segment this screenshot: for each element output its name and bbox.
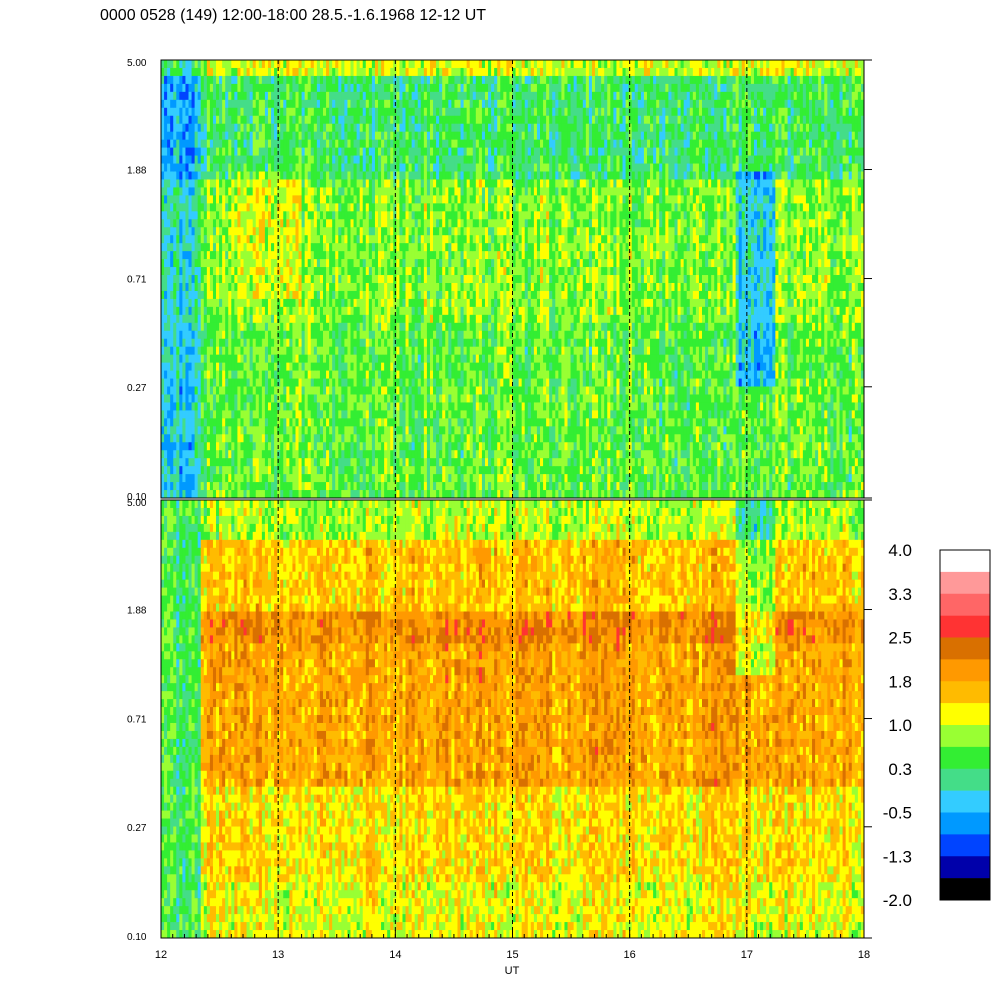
colorbar: 4.0 3.3 2.5 1.8 1.0 0.3 -0.5 -1.3 -2.0 xyxy=(883,541,990,910)
colorbar-swatch xyxy=(940,813,990,835)
colorbar-swatch xyxy=(940,834,990,856)
x-tick-label: 14 xyxy=(389,949,401,961)
x-axis-label: UT xyxy=(505,965,520,977)
colorbar-swatch xyxy=(940,769,990,791)
x-tick-label: 17 xyxy=(741,949,753,961)
colorbar-swatch xyxy=(940,747,990,769)
y-tick-label: 0.27 xyxy=(127,383,147,394)
y-tick-label: 0.71 xyxy=(127,275,147,286)
x-tick-label: 18 xyxy=(858,949,870,961)
colorbar-swatch xyxy=(940,594,990,616)
y-tick-label: 1.88 xyxy=(127,606,147,617)
y-tick-label: 1.88 xyxy=(127,166,147,177)
colorbar-label: -1.3 xyxy=(883,847,912,866)
colorbar-swatch xyxy=(940,856,990,878)
colorbar-label: 1.0 xyxy=(888,716,912,735)
colorbar-swatch xyxy=(940,659,990,681)
colorbar-label: 3.3 xyxy=(888,585,912,604)
colorbar-swatch xyxy=(940,550,990,572)
colorbar-label: -2.0 xyxy=(883,891,912,910)
chart-title: 0000 0528 (149) 12:00-18:00 28.5.-1.6.19… xyxy=(100,7,486,24)
x-tick-label: 16 xyxy=(624,949,636,961)
colorbar-swatch xyxy=(940,572,990,594)
x-tick-label: 13 xyxy=(272,949,284,961)
x-tick-label: 12 xyxy=(155,949,167,961)
colorbar-label: 1.8 xyxy=(888,672,912,691)
colorbar-label: 0.3 xyxy=(888,760,912,779)
colorbar-swatch xyxy=(940,703,990,725)
y-tick-label: 0.71 xyxy=(127,715,147,726)
y-tick-label: 0.10 xyxy=(127,932,147,943)
x-tick-label: 15 xyxy=(506,949,518,961)
colorbar-swatch xyxy=(940,791,990,813)
y-tick-label: 5.00 xyxy=(127,498,147,509)
colorbar-label: -0.5 xyxy=(883,804,912,823)
colorbar-swatch xyxy=(940,725,990,747)
colorbar-swatch xyxy=(940,681,990,703)
colorbar-label: 4.0 xyxy=(888,541,912,560)
colorbar-swatch xyxy=(940,878,990,900)
y-tick-label: 0.27 xyxy=(127,823,147,834)
y-tick-label: 5.00 xyxy=(127,58,147,69)
colorbar-label: 2.5 xyxy=(888,629,912,648)
colorbar-swatch xyxy=(940,638,990,660)
colorbar-swatch xyxy=(940,616,990,638)
